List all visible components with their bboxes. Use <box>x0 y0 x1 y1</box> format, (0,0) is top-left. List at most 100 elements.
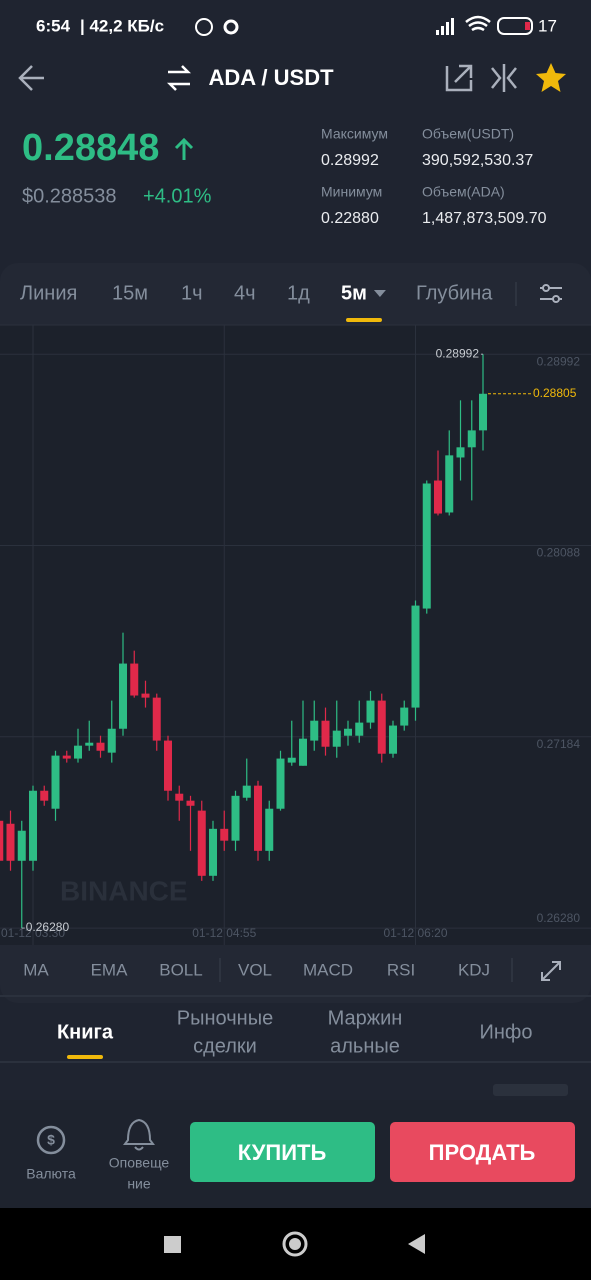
y-tick-label: 0.28992 <box>537 354 581 368</box>
compare-icon[interactable] <box>491 64 517 92</box>
price-change: +4.01% <box>143 185 212 207</box>
nav-recents[interactable] <box>164 1236 181 1253</box>
stat-value: 1,487,873,509.70 <box>422 210 547 227</box>
candle-body <box>17 830 26 861</box>
book-tab[interactable]: Инфо <box>480 1021 533 1043</box>
x-tick-label: 01-12 06:20 <box>383 926 447 940</box>
candle-body <box>231 795 240 841</box>
candle-body <box>456 447 465 458</box>
book-tab[interactable]: сделки <box>193 1035 257 1057</box>
last-price: 0.28848 <box>22 127 159 169</box>
open-external[interactable] <box>445 64 473 92</box>
battery-icon <box>497 17 533 35</box>
indicator-button[interactable]: EMA <box>91 960 129 979</box>
candle-body <box>6 823 15 861</box>
favorite-star[interactable] <box>536 63 566 92</box>
wifi-icon <box>465 15 491 32</box>
chart-area <box>0 325 591 945</box>
usd-price: $0.288538 <box>22 185 117 207</box>
candle-body <box>0 820 4 861</box>
sell-button[interactable] <box>390 1122 575 1182</box>
indicator-button[interactable]: VOL <box>238 960 272 979</box>
x-tick-label: 01-12 03:30 <box>1 926 65 940</box>
back-button[interactable] <box>18 65 44 91</box>
last-price-label: 0.28805 <box>533 386 577 400</box>
candle-body <box>51 755 60 809</box>
book-tab[interactable]: Книга <box>57 1021 114 1043</box>
candle-body <box>467 430 476 448</box>
candle-body <box>366 700 375 723</box>
candle-body <box>164 740 172 791</box>
candle-body <box>400 707 409 726</box>
stat-label: Минимум <box>321 184 382 200</box>
candle-body <box>141 693 150 698</box>
candle-body <box>332 730 341 747</box>
status-time: 6:54 <box>36 16 71 35</box>
candle-body <box>254 785 262 851</box>
candle-body <box>287 757 296 763</box>
interval-tab[interactable]: 4ч <box>234 282 256 304</box>
candle-body <box>220 828 229 841</box>
indicator-button[interactable]: BOLL <box>159 960 202 979</box>
interval-tab[interactable]: 15м <box>112 282 148 304</box>
interval-tab[interactable]: 1ч <box>181 282 203 304</box>
indicator-button[interactable]: RSI <box>387 960 415 979</box>
status-speed: | 42,2 КБ/с <box>80 16 164 35</box>
nav-back[interactable] <box>408 1234 425 1254</box>
depth-selector[interactable] <box>493 1084 568 1096</box>
indicator-button[interactable]: MACD <box>303 960 353 979</box>
candle-body <box>119 663 127 729</box>
interval-tab[interactable]: 5м <box>341 282 367 304</box>
book-tab[interactable]: альные <box>330 1035 400 1057</box>
alerts-icon[interactable] <box>123 1118 155 1151</box>
candle-body <box>197 810 206 876</box>
book-tab[interactable]: Рыночные <box>177 1007 273 1029</box>
watermark: BINANCE <box>60 875 188 906</box>
alerts-label[interactable]: Оповеще <box>109 1155 170 1171</box>
book-tab[interactable]: Маржин <box>328 1007 403 1029</box>
buy-label[interactable]: КУПИТЬ <box>238 1140 327 1165</box>
candle-body <box>377 700 386 754</box>
candle-body <box>96 742 105 751</box>
price-up-arrow <box>174 137 194 160</box>
alerts-label[interactable]: ние <box>127 1176 151 1192</box>
y-tick-label: 0.26280 <box>537 911 581 925</box>
x-tick-label: 01-12 04:55 <box>192 926 256 940</box>
candle-body <box>265 808 274 851</box>
currency-icon-glyph: $ <box>47 1132 55 1148</box>
battery-level <box>525 22 530 30</box>
sell-label[interactable]: ПРОДАТЬ <box>429 1140 536 1165</box>
currency-label[interactable]: Валюта <box>26 1166 76 1182</box>
candle-body <box>242 785 251 798</box>
indicator-button[interactable]: MA <box>23 960 49 979</box>
candle-body <box>209 828 217 876</box>
indicator-button[interactable]: KDJ <box>458 960 490 979</box>
low-label: 0.26280 <box>26 920 70 934</box>
pair-title[interactable]: ADA / USDT <box>208 65 334 90</box>
candle-body <box>62 755 71 759</box>
candle-body <box>40 790 49 801</box>
swap-icon[interactable] <box>166 65 192 91</box>
interval-tab[interactable]: Линия <box>20 282 77 304</box>
buy-button[interactable] <box>190 1122 375 1182</box>
y-tick-label: 0.28088 <box>537 546 581 560</box>
interval-tab[interactable]: 1д <box>287 282 310 304</box>
interval-tab[interactable]: Глубина <box>416 282 493 304</box>
battery-percent: 17 <box>538 16 557 35</box>
candle-body <box>310 720 319 741</box>
candle-body <box>321 720 330 747</box>
candle-body <box>130 663 139 696</box>
fullscreen-button[interactable] <box>541 961 561 981</box>
candlestick-chart: BINANCE 0.26280 0.27184 0.28088 0.28992 01-12… <box>0 325 591 945</box>
currency-icon[interactable] <box>36 1125 66 1155</box>
tab-dropdown <box>373 290 386 297</box>
candle-body <box>445 455 454 513</box>
status-icon <box>223 19 239 35</box>
tab-underline <box>67 1055 103 1059</box>
candle-body <box>29 790 37 861</box>
nav-home[interactable] <box>282 1231 308 1257</box>
candle-body <box>85 742 94 746</box>
candle-body <box>74 745 82 759</box>
